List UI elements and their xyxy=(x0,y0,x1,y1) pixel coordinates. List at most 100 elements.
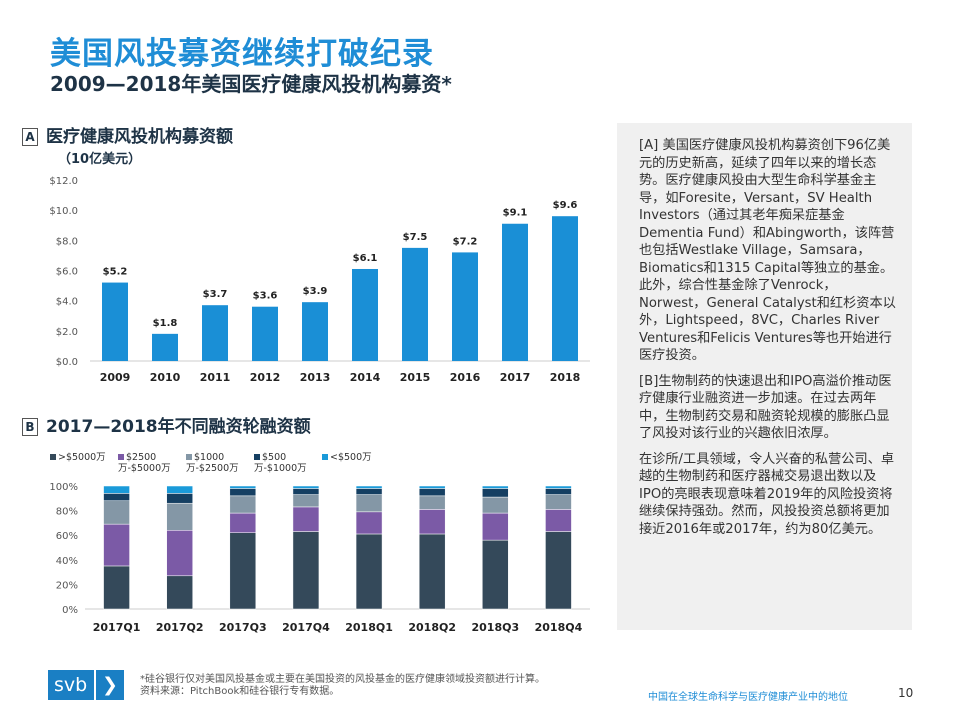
x-tick-label: 2017 xyxy=(500,371,531,384)
segment-2018Q1 xyxy=(355,494,383,513)
segment-2018Q2 xyxy=(418,488,446,497)
x-tick-label: 2014 xyxy=(350,371,381,384)
document-title: 中国在全球生命科学与医疗健康产业中的地位 xyxy=(648,692,848,703)
y-tick-label: 40% xyxy=(56,556,78,567)
fundraising-bar-chart: $0.0 $2.0 $4.0 $6.0 $8.0 $10.0 $12.0 $5.2 2009 $1… xyxy=(49,176,590,384)
data-label: $3.6 xyxy=(253,291,278,302)
svb-logo: svb ❯ xyxy=(48,670,124,700)
legend-label: >$5000万 xyxy=(58,452,106,463)
y-tick-label: $6.0 xyxy=(56,267,78,278)
x-tick-label: 2018Q2 xyxy=(408,621,456,634)
data-label: $9.1 xyxy=(503,208,528,219)
legend-item: $1000万-$2500万 xyxy=(186,452,244,474)
segment-2018Q2 xyxy=(418,495,446,510)
segment-2017Q2 xyxy=(166,530,193,577)
legend-label: <$500万 xyxy=(330,452,372,463)
round-size-stacked-chart: 0% 20% 40% 60% 80% 100% 2017Q1 2017Q2 2017Q3 2017… xyxy=(49,482,590,634)
segment-2018Q4 xyxy=(545,485,572,489)
x-tick-label: 2012 xyxy=(250,371,281,384)
section-a-box: A xyxy=(22,128,38,146)
legend-swatch xyxy=(50,454,56,460)
legend-swatch xyxy=(254,454,260,460)
x-tick-label: 2009 xyxy=(100,371,131,384)
bar-2011 xyxy=(202,305,228,361)
legend-label: $2500万-$5000万 xyxy=(118,452,171,474)
legend-item: $2500万-$5000万 xyxy=(118,452,176,474)
y-tick-label: 80% xyxy=(56,507,78,518)
segment-2018Q4 xyxy=(545,488,572,495)
chevron-right-icon: ❯ xyxy=(102,674,118,696)
data-label: $7.5 xyxy=(403,232,428,243)
page-title: 美国风投募资继续打破纪录 xyxy=(50,36,434,72)
data-label: $9.6 xyxy=(553,200,578,211)
bar-2010 xyxy=(152,333,178,361)
section-a-heading: A 医疗健康风投机构募资额 xyxy=(22,122,233,147)
data-label: $1.8 xyxy=(153,318,178,329)
y-tick-label: $4.0 xyxy=(56,297,78,308)
chart-b-legend: >$5000万 $2500万-$5000万 $1000万-$2500万 $500万-$… xyxy=(50,452,380,474)
segment-2017Q4 xyxy=(292,531,320,610)
y-tick-label: 100% xyxy=(49,482,78,493)
logo-text: svb xyxy=(54,674,88,696)
source-text: 资料来源：PitchBook和硅谷银行专有数据。 xyxy=(140,686,340,697)
commentary-panel: [A] 美国医疗健康风投机构募资创下96亿美元的历史新高，延续了四年以来的增长态… xyxy=(617,123,912,630)
segment-2018Q2 xyxy=(418,533,446,610)
legend-item: <$500万 xyxy=(322,452,380,474)
x-tick-label: 2017Q1 xyxy=(93,621,141,634)
segment-2018Q3 xyxy=(482,539,509,610)
bar-2016 xyxy=(452,252,478,361)
data-label: $7.2 xyxy=(453,236,478,247)
section-a-title: 医疗健康风投机构募资额 xyxy=(46,127,233,147)
segment-2017Q1 xyxy=(103,485,130,494)
segment-2018Q2 xyxy=(418,485,446,489)
segment-2017Q2 xyxy=(166,485,193,494)
segment-2018Q3 xyxy=(482,496,509,514)
segment-2017Q1 xyxy=(103,500,130,525)
segment-2017Q4 xyxy=(292,506,320,532)
y-tick-label: $8.0 xyxy=(56,236,78,247)
bar-2015 xyxy=(402,247,428,361)
page-number: 10 xyxy=(898,686,914,700)
segment-2018Q4 xyxy=(545,494,572,510)
bar-2018 xyxy=(552,216,578,361)
segment-2018Q1 xyxy=(355,511,383,535)
segment-2017Q3 xyxy=(229,532,257,610)
x-tick-label: 2010 xyxy=(150,371,181,384)
panel-paragraph-c: 在诊所/工具领域，令人兴奋的私营公司、卓越的生物制药和医疗器械交易退出数以及IP… xyxy=(639,451,895,537)
legend-label: $1000万-$2500万 xyxy=(186,452,239,474)
y-tick-label: 0% xyxy=(62,605,78,616)
y-tick-label: $10.0 xyxy=(49,206,78,217)
y-tick-label: $2.0 xyxy=(56,327,78,338)
segment-2018Q3 xyxy=(482,485,509,489)
section-a-unit: （10亿美元） xyxy=(58,152,142,167)
segment-2017Q4 xyxy=(292,488,320,495)
segment-2018Q4 xyxy=(545,509,572,532)
legend-swatch xyxy=(322,454,328,460)
segment-2017Q2 xyxy=(166,575,193,610)
y-tick-label: $12.0 xyxy=(49,176,78,187)
segment-2018Q1 xyxy=(355,533,383,610)
legend-swatch xyxy=(118,454,124,460)
x-tick-label: 2015 xyxy=(400,371,431,384)
panel-paragraph-b: [B]生物制药的快速退出和IPO高溢价推动医疗健康行业融资进一步加速。在过去两年… xyxy=(639,373,892,442)
legend-swatch xyxy=(186,454,192,460)
segment-2017Q1 xyxy=(103,565,130,610)
footnote-text: *硅谷银行仅对美国风投基金或主要在美国投资的风投基金的医疗健康领域投资额进行计算… xyxy=(140,674,545,685)
x-tick-label: 2017Q2 xyxy=(156,621,204,634)
segment-2018Q4 xyxy=(545,531,572,610)
segment-2017Q3 xyxy=(229,512,257,533)
x-tick-label: 2018Q4 xyxy=(535,621,583,634)
segment-2017Q3 xyxy=(229,495,257,514)
legend-item: $500万-$1000万 xyxy=(254,452,312,474)
segment-2018Q1 xyxy=(355,485,383,489)
footnote: *硅谷银行仅对美国风投基金或主要在美国投资的风投基金的医疗健康领域投资额进行计算… xyxy=(140,674,545,698)
x-tick-label: 2018Q3 xyxy=(472,621,520,634)
bar-2012 xyxy=(252,306,278,361)
bar-2017 xyxy=(502,223,528,361)
x-tick-label: 2017Q4 xyxy=(282,621,330,634)
segment-2018Q1 xyxy=(355,488,383,495)
segment-2017Q3 xyxy=(229,485,257,489)
bar-2014 xyxy=(352,268,378,361)
segment-2017Q4 xyxy=(292,494,320,508)
segment-2017Q2 xyxy=(166,502,193,531)
